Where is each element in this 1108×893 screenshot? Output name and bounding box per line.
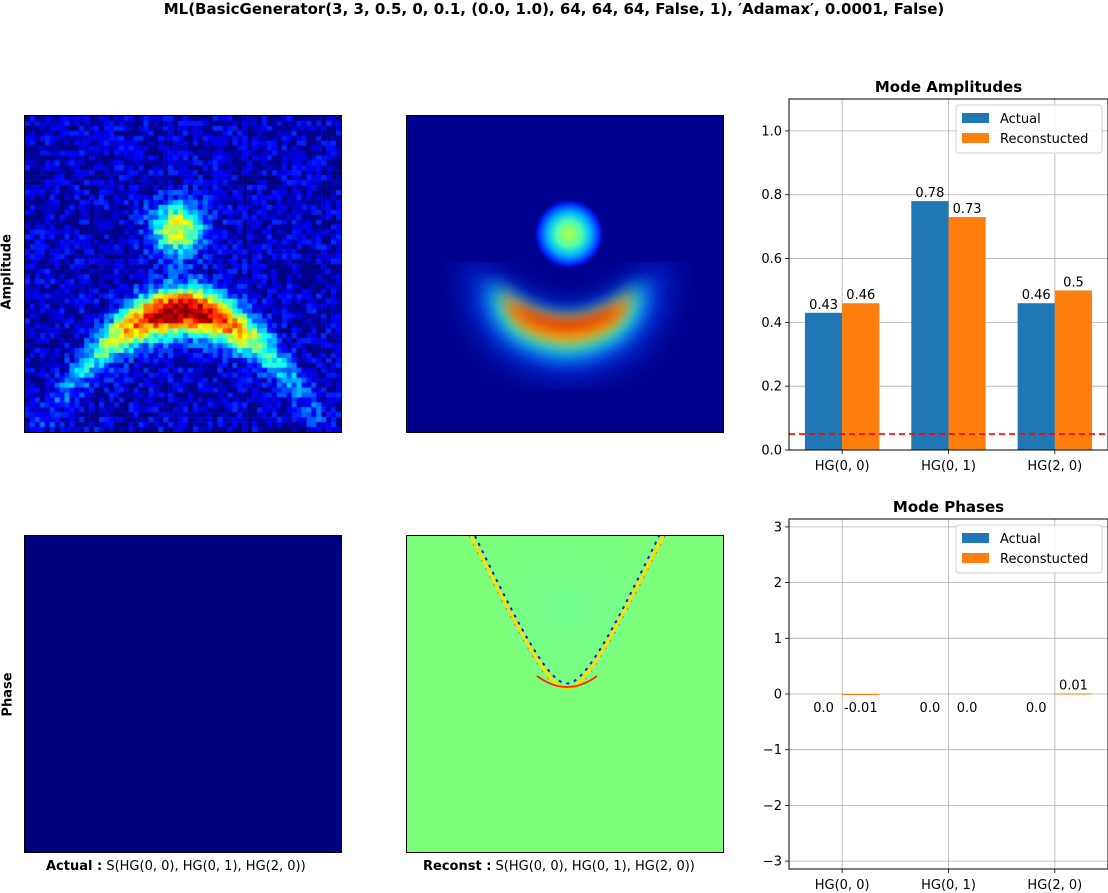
reconstructed-bar [1054,693,1093,695]
y-tick-label: 0 [774,688,782,703]
y-tick-label: 3 [774,520,782,535]
plot-frame [788,98,1108,451]
row-label-phase: Phase [0,672,16,717]
reconstructed-legend-swatch [962,553,989,563]
y-tick-label: −1 [763,743,782,758]
reconstructed-value-label: 0.46 [846,288,875,303]
y-tick-label: 1 [774,632,782,647]
actual-value-label: 0.78 [915,186,944,201]
actual-bar [1017,303,1055,450]
reconstructed-bar [842,694,880,695]
reconstructed-bar [842,303,880,450]
actual-legend-swatch [962,113,989,123]
reconstructed-value-label: 0.73 [953,202,982,217]
legend-box [955,104,1103,154]
reconstructed-value-label: 0.01 [1059,678,1088,693]
actual-legend-swatch [962,533,989,543]
actual-legend-label: Actual [1000,532,1041,547]
y-tick-label: 1.0 [761,124,782,139]
y-tick-label: 0.2 [761,380,782,395]
legend: Actual Reconstucted [955,524,1103,574]
actual-image-caption: Actual : S(HG(0, 0), HG(0, 1), HG(2, 0)) [46,859,306,874]
y-tick-label: 0.4 [761,316,782,331]
actual-value-label: 0.0 [813,701,834,716]
actual-amplitude-image [24,115,342,433]
plot-frame [788,518,1108,870]
actual-bar [804,312,843,450]
actual-bar [911,201,949,450]
x-tick-label: HG(0, 1) [921,459,976,474]
reconstructed-legend-swatch [962,133,989,143]
actual-value-label: 0.43 [809,298,838,313]
legend: Actual Reconstucted [955,104,1103,154]
actual-value-label: 0.46 [1022,288,1051,303]
x-tick-label: HG(0, 0) [815,878,870,892]
y-tick-label: −3 [763,855,782,870]
y-tick-label: 0.6 [761,252,782,267]
reconstructed-phase-image [406,535,724,853]
actual-legend-label: Actual [1000,112,1041,127]
row-label-amplitude: Amplitude [0,234,15,310]
y-tick-label: −2 [763,799,782,814]
reconstructed-image-caption: Reconst : S(HG(0, 0), HG(0, 1), HG(2, 0)… [423,859,695,874]
reconstructed-value-label: 0.5 [1063,275,1084,290]
actual-value-label: 0.0 [1026,701,1047,716]
x-tick-label: HG(2, 0) [1027,459,1082,474]
y-tick-label: 2 [774,576,782,591]
reconstructed-bar [948,217,986,450]
x-tick-label: HG(0, 1) [921,878,976,892]
chart-title: Mode Phases [893,498,1004,516]
reconstructed-legend-label: Reconstucted [1000,132,1088,147]
x-tick-label: HG(0, 0) [815,459,870,474]
y-tick-label: 0.0 [761,444,782,459]
x-tick-label: HG(2, 0) [1027,878,1082,892]
actual-value-label: 0.0 [920,701,941,716]
chart-title: Mode Amplitudes [875,78,1022,96]
figure-title: ML(BasicGenerator(3, 3, 0.5, 0, 0.1, (0.… [163,0,945,18]
mode-amplitudes-chart: Mode Amplitudes 0.0 0.2 0.4 0.6 0.8 1.0 HG(0, 0… [761,78,1108,474]
reconstructed-value-label: -0.01 [844,701,878,716]
reconstructed-value-label: 0.0 [957,701,978,716]
mode-phases-chart: Mode Phases −3 −2 −1 0 1 2 3 HG(0, 0) HG(0, 1) HG(… [763,498,1108,892]
actual-phase-image [24,535,342,853]
y-tick-label: 0.8 [761,188,782,203]
reconstructed-bar [1054,290,1093,450]
reconstructed-amplitude-image [406,115,724,433]
reconstructed-legend-label: Reconstucted [1000,552,1088,567]
legend-box [955,524,1103,574]
